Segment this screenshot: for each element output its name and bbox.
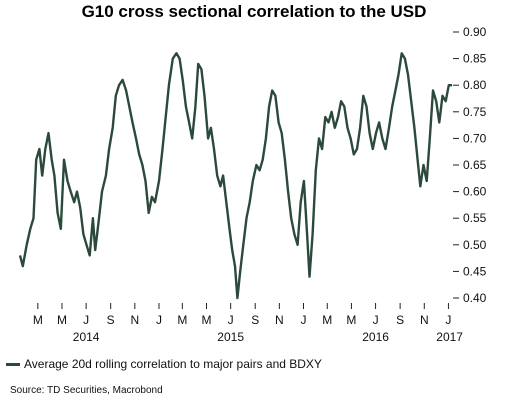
x-tick-label: J xyxy=(301,313,307,327)
x-tick-label: N xyxy=(420,313,429,327)
y-tick-label: 0.50 xyxy=(463,238,487,252)
x-tick-label: J xyxy=(156,313,162,327)
x-tick-label: N xyxy=(130,313,139,327)
x-tick-label: M xyxy=(346,313,356,327)
y-axis: 0.90 0.85 0.80 0.75 0.70 0.65 0.60 0.55 0.50 0.45… xyxy=(453,25,487,305)
x-year-label: 2014 xyxy=(73,330,100,344)
y-tick-label: 0.55 xyxy=(463,211,487,225)
x-tick-label: M xyxy=(322,313,332,327)
x-tick-label: M xyxy=(33,313,43,327)
legend-swatch xyxy=(6,362,20,366)
y-tick-label: 0.65 xyxy=(463,158,487,172)
x-year-label: 2017 xyxy=(436,330,463,344)
y-tick-label: 0.80 xyxy=(463,78,487,92)
y-tick-label: 0.85 xyxy=(463,52,487,66)
y-tick-label: 0.70 xyxy=(463,131,487,145)
x-tick-label: N xyxy=(275,313,284,327)
x-tick-label: M xyxy=(202,313,212,327)
x-tick-label: J xyxy=(228,313,234,327)
plot-area xyxy=(18,52,452,300)
x-tick-label: S xyxy=(251,313,259,327)
y-tick-label: 0.75 xyxy=(463,105,487,119)
y-tick-label: 0.60 xyxy=(463,185,487,199)
series-line xyxy=(18,52,452,300)
x-year-label: 2015 xyxy=(217,330,244,344)
x-tick-label: S xyxy=(396,313,404,327)
x-tick-label: M xyxy=(177,313,187,327)
x-tick-label: S xyxy=(107,313,115,327)
x-tick-label: M xyxy=(57,313,67,327)
y-tick-label: 0.40 xyxy=(463,291,487,305)
x-tick-label: J xyxy=(373,313,379,327)
y-tick-label: 0.45 xyxy=(463,264,487,278)
x-year-label: 2016 xyxy=(362,330,389,344)
legend-label: Average 20d rolling correlation to major… xyxy=(24,357,322,371)
source-note: Source: TD Securities, Macrobond xyxy=(10,385,163,396)
y-tick-label: 0.90 xyxy=(463,25,487,39)
x-tick-label: J xyxy=(83,313,89,327)
legend: Average 20d rolling correlation to major… xyxy=(6,357,322,371)
x-tick-label: J xyxy=(445,313,451,327)
chart-title: G10 cross sectional correlation to the U… xyxy=(81,2,427,21)
